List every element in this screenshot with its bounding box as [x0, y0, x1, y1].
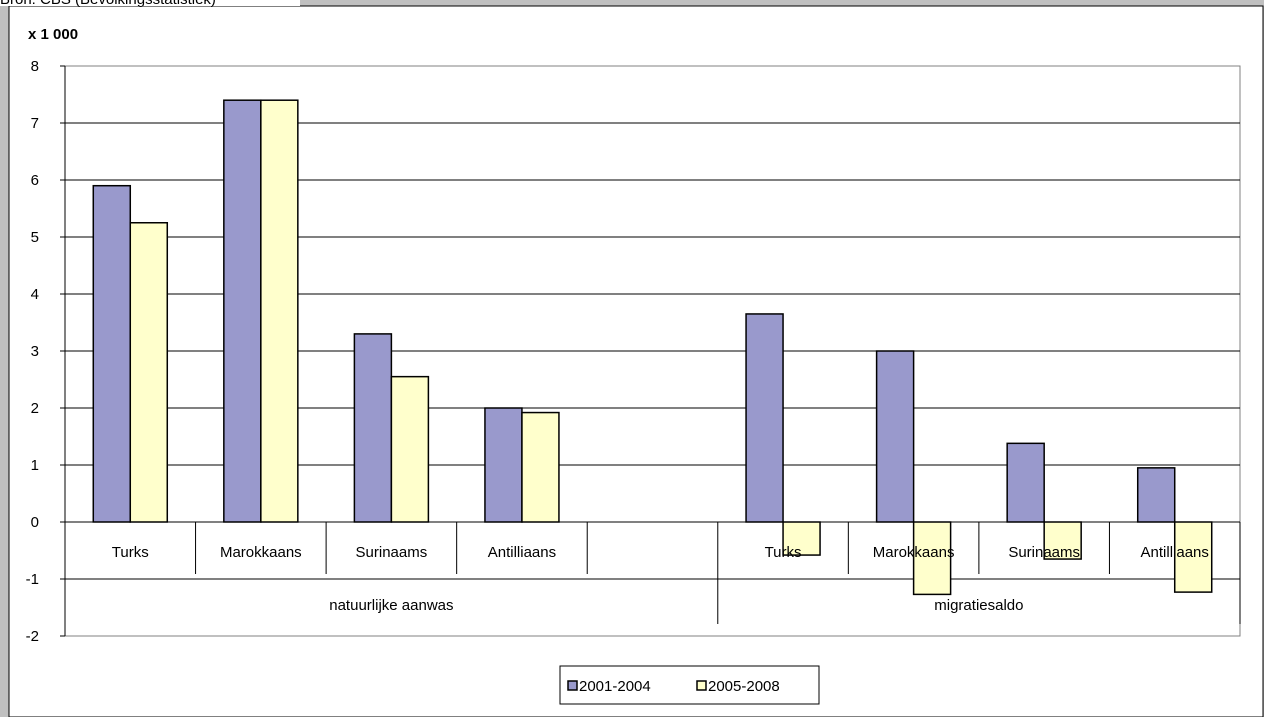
legend-swatch: [567, 680, 578, 691]
category-label: Antilliaans: [488, 544, 556, 561]
group-label: migratiesaldo: [934, 597, 1023, 614]
group-label: natuurlijke aanwas: [329, 597, 453, 614]
bar: [260, 99, 299, 523]
bar: [484, 407, 523, 523]
legend-swatch: [696, 680, 707, 691]
legend-box: [559, 665, 820, 705]
y-axis: -2 -1 0 1 2 3 4 5 6 7 8: [26, 58, 66, 645]
bar: [390, 375, 430, 523]
bar: [745, 313, 784, 523]
bar: [521, 411, 560, 523]
y-tick-label: 5: [31, 229, 39, 246]
bar: [353, 333, 393, 523]
bar: [912, 521, 952, 596]
legend: 2001-2004 2005-2008: [559, 665, 820, 705]
y-tick-label: 0: [31, 514, 39, 531]
category-label: Surinaams: [356, 544, 428, 561]
bar: [223, 99, 262, 523]
y-tick-label: 3: [31, 343, 39, 360]
y-tick-label: 2: [31, 400, 39, 417]
bars: [92, 99, 1213, 596]
y-tick-label: -2: [26, 628, 39, 645]
title-strip: [0, 0, 300, 6]
bar: [129, 222, 169, 523]
y-tick-label: 8: [31, 58, 39, 75]
y-tick-label: 7: [31, 115, 39, 132]
y-tick-label: 6: [31, 172, 39, 189]
category-label: Surinaams: [1008, 544, 1080, 561]
category-label: Marokkaans: [873, 544, 955, 561]
bar: [1136, 467, 1176, 523]
bar: [1043, 521, 1082, 560]
y-tick-label: 4: [31, 286, 39, 303]
legend-label: 2005-2008: [708, 678, 780, 695]
y-tick-label: -1: [26, 571, 39, 588]
category-label: Antilliaans: [1141, 544, 1209, 561]
category-label: Turks: [112, 544, 149, 561]
bar: [875, 350, 915, 523]
category-label: Marokkaans: [220, 544, 302, 561]
bar: [1006, 442, 1045, 523]
clipped-title: Bron: CBS (Bevolkingsstatistiek): [0, 0, 216, 8]
unit-label: x 1 000: [28, 26, 78, 43]
legend-label: 2001-2004: [579, 678, 651, 695]
y-tick-label: 1: [31, 457, 39, 474]
bar: [92, 184, 132, 523]
x-axis: Turks Marokkaans Surinaams Antilliaans Turks…: [65, 521, 1241, 624]
category-label: Turks: [765, 544, 802, 561]
